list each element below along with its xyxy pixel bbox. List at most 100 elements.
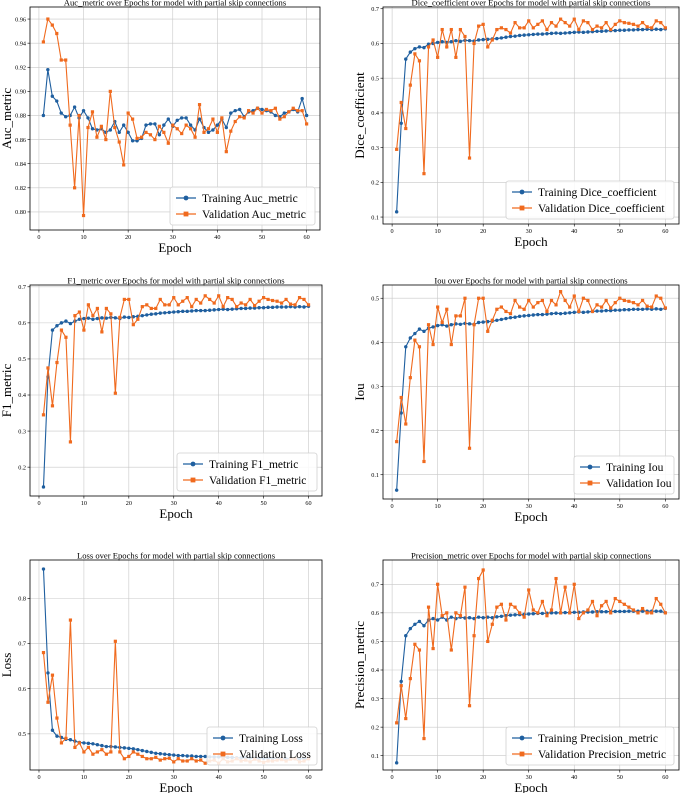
training-data-point <box>162 123 166 127</box>
validation-data-point <box>659 602 663 606</box>
validation-data-point <box>181 759 185 763</box>
training-data-point <box>230 307 234 311</box>
training-data-point <box>122 315 127 319</box>
training-data-point <box>422 45 426 50</box>
validation-data-point <box>144 130 148 134</box>
validation-data-point <box>81 213 86 218</box>
training-data-point <box>404 345 408 349</box>
x-tick-label: 20 <box>480 228 486 235</box>
validation-data-point <box>568 24 572 28</box>
validation-data-point <box>581 19 585 23</box>
training-data-point <box>121 123 126 127</box>
validation-data-point <box>499 26 503 30</box>
x-tick-label: 30 <box>526 503 532 510</box>
validation-data-point <box>194 297 198 302</box>
validation-data-point <box>230 297 234 302</box>
validation-data-point <box>445 45 449 49</box>
validation-data-point <box>59 328 64 332</box>
validation-data-point <box>126 111 130 115</box>
training-data-point <box>181 753 185 758</box>
validation-data-point <box>654 294 658 298</box>
training-data-point <box>197 117 202 121</box>
validation-data-point <box>162 130 166 134</box>
validation-data-point <box>522 615 526 619</box>
training-data-point <box>149 312 153 316</box>
validation-data-point <box>149 306 153 311</box>
validation-data-point <box>663 611 667 615</box>
training-data-point <box>522 33 526 37</box>
plot-frame <box>382 284 680 500</box>
validation-data-point <box>654 596 658 601</box>
validation-data-point <box>197 103 202 107</box>
x-tick-label: 20 <box>480 774 486 781</box>
validation-data-point <box>481 296 485 300</box>
validation-series-line <box>42 17 308 216</box>
training-data-point <box>260 107 264 112</box>
training-data-point <box>508 613 513 617</box>
validation-data-point <box>395 147 399 151</box>
legend: Training Dice_coefficient Validation Dice… <box>505 180 675 220</box>
legend-box <box>176 452 318 492</box>
training-data-point <box>599 610 604 614</box>
y-axis-label: Loss <box>0 653 14 678</box>
validation-data-point <box>581 296 585 300</box>
legend-swatch-marker <box>190 461 196 467</box>
chart-panel: Auc_metric over Epochs for model with pa… <box>0 0 321 255</box>
legend: Training Iou Validation Iou <box>573 455 675 495</box>
validation-data-point <box>171 123 175 127</box>
validation-data-point <box>640 21 645 25</box>
training-data-point <box>144 123 148 127</box>
validation-data-point <box>472 323 476 327</box>
training-data-point <box>422 624 426 628</box>
validation-data-point <box>140 305 144 309</box>
validation-data-point <box>486 45 490 49</box>
training-data-point <box>136 747 140 752</box>
validation-data-point <box>490 38 494 42</box>
training-data-point <box>225 307 230 312</box>
training-data-point <box>81 108 86 113</box>
validation-data-point <box>202 130 206 134</box>
validation-data-point <box>149 757 153 761</box>
x-tick-label: 50 <box>261 500 267 507</box>
training-data-point <box>212 308 216 312</box>
chart-title: Auc_metric over Epochs for model with pa… <box>64 0 287 8</box>
training-data-point <box>127 315 131 320</box>
validation-data-point <box>95 750 99 754</box>
validation-data-point <box>90 110 95 114</box>
y-tick-label: 0.4 <box>18 392 26 399</box>
validation-data-point <box>609 306 613 310</box>
validation-data-point <box>659 21 663 25</box>
training-data-point <box>408 50 413 54</box>
validation-data-point <box>211 117 215 121</box>
validation-data-point <box>284 297 288 302</box>
validation-data-point <box>229 129 233 133</box>
training-data-point <box>481 320 485 324</box>
training-data-point <box>659 609 663 613</box>
validation-data-point <box>527 298 531 303</box>
y-axis-label: Auc_metric <box>0 88 14 150</box>
training-data-point <box>77 317 82 321</box>
validation-data-point <box>239 301 243 305</box>
training-data-point <box>261 306 266 310</box>
validation-data-point <box>531 305 535 309</box>
y-tick-label: 0.2 <box>371 724 379 731</box>
training-data-point <box>181 309 185 314</box>
validation-data-point <box>477 296 481 300</box>
validation-data-point <box>46 17 50 21</box>
training-data-point <box>417 45 422 49</box>
y-tick-label: 0.2 <box>18 464 26 471</box>
validation-data-point <box>64 736 68 740</box>
validation-data-point <box>253 303 257 308</box>
training-data-point <box>622 308 627 312</box>
training-data-point <box>190 754 194 758</box>
x-tick-label: 50 <box>617 774 623 781</box>
x-tick-label: 60 <box>662 774 668 781</box>
validation-data-point <box>499 305 503 309</box>
plot-frame <box>382 559 680 771</box>
training-data-point <box>86 316 91 320</box>
validation-data-point <box>645 611 649 615</box>
validation-data-point <box>481 22 485 26</box>
y-tick-label: 0.3 <box>371 145 379 152</box>
validation-data-point <box>436 305 440 309</box>
validation-data-point <box>449 27 453 32</box>
